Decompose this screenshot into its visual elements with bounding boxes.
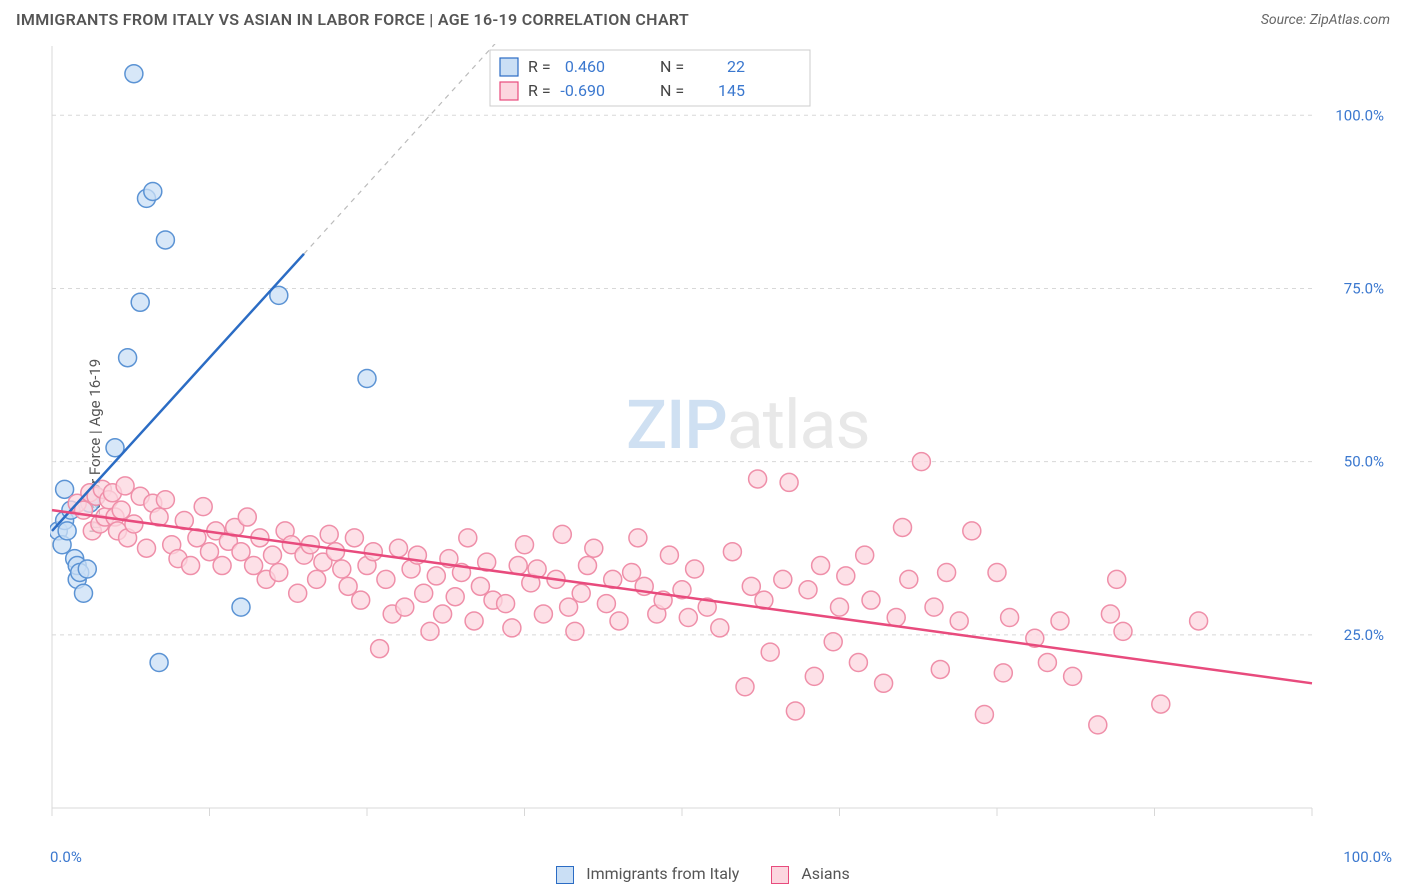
legend-label-italy: Immigrants from Italy [586, 864, 739, 883]
svg-text:R =: R = [528, 57, 551, 76]
legend-label-asians: Asians [801, 864, 849, 883]
svg-text:0.460: 0.460 [565, 57, 605, 76]
svg-text:25.0%: 25.0% [1344, 626, 1384, 644]
svg-text:-0.690: -0.690 [560, 81, 605, 100]
svg-text:50.0%: 50.0% [1344, 453, 1384, 471]
svg-text:N =: N = [660, 57, 684, 76]
source-label: Source: ZipAtlas.com [1261, 12, 1390, 28]
svg-text:R =: R = [528, 81, 551, 100]
chart-area: ZIPatlas 25.0%50.0%75.0%100.0%R =0.460N … [50, 44, 1392, 838]
legend-item-asians: Asians [771, 864, 849, 884]
legend-swatch-italy [556, 866, 574, 884]
svg-text:N =: N = [660, 81, 684, 100]
svg-text:145: 145 [718, 81, 745, 100]
svg-text:75.0%: 75.0% [1344, 279, 1384, 297]
scatter-chart: 25.0% 50.0% 75.0% 100.0% R = 0.460 N = 22 R = -0.… [50, 44, 1392, 838]
svg-text:100.0%: 100.0% [1335, 106, 1384, 124]
bottom-legend: Immigrants from Italy Asians [0, 864, 1406, 884]
legend-swatch-asians [771, 866, 789, 884]
legend-item-italy: Immigrants from Italy [556, 864, 739, 884]
svg-text:22: 22 [727, 57, 745, 76]
chart-title: IMMIGRANTS FROM ITALY VS ASIAN IN LABOR … [16, 10, 689, 29]
